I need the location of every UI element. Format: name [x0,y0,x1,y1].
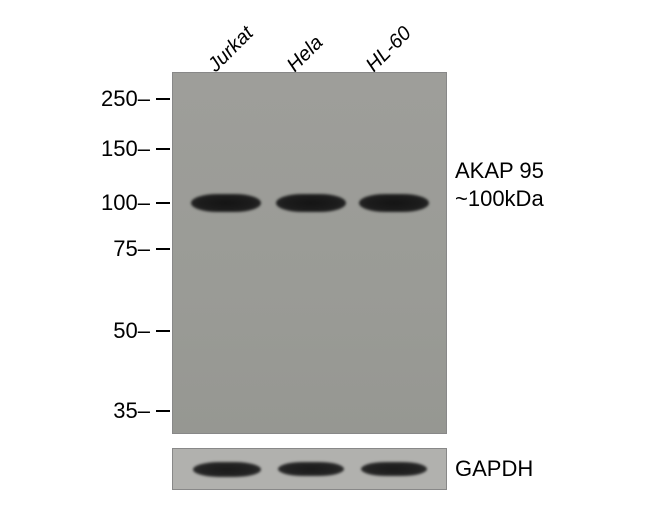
blot-membrane-gapdh [172,448,447,490]
mw-marker-label: 35– [90,398,150,424]
mw-marker-label: 100– [90,190,150,216]
blot-membrane-main [172,72,447,434]
protein-label-text: ~100kDa [455,186,544,211]
mw-tick-icon [156,248,170,250]
band-akap95-lane3 [359,194,429,212]
lane-label-text: HL-60 [362,22,416,76]
mw-tick-icon [156,98,170,100]
mw-marker-label: 150– [90,136,150,162]
mw-marker-value: 75 [113,236,137,261]
band-akap95-lane2 [276,194,346,212]
band-gapdh-lane3 [361,462,427,476]
band-gapdh-lane2 [278,462,344,476]
mw-marker-value: 35 [113,398,137,423]
protein-label-gapdh: GAPDH [455,456,533,482]
mw-marker-label: 50– [90,318,150,344]
protein-label-text: GAPDH [455,456,533,481]
mw-tick-icon [156,202,170,204]
mw-marker-value: 50 [113,318,137,343]
mw-tick-icon [156,148,170,150]
band-gapdh-lane1 [193,462,261,477]
lane-label: HL-60 [362,22,417,77]
band-akap95-lane1 [191,194,261,212]
lane-label: Hela [283,32,328,77]
lane-label: Jurkat [204,22,259,77]
mw-tick-icon [156,410,170,412]
mw-marker-value: 150 [101,136,138,161]
mw-tick-icon [156,330,170,332]
mw-marker-label: 250– [90,86,150,112]
protein-label-text: AKAP 95 [455,158,544,183]
protein-label-size: ~100kDa [455,186,544,212]
mw-marker-label: 75– [90,236,150,262]
mw-marker-value: 250 [101,86,138,111]
protein-label-akap95: AKAP 95 [455,158,544,184]
lane-label-text: Hela [283,32,328,77]
lane-label-text: Jurkat [204,22,258,76]
western-blot-figure: Jurkat Hela HL-60 250– 150– 100– 75– 50– [0,0,650,513]
mw-marker-value: 100 [101,190,138,215]
